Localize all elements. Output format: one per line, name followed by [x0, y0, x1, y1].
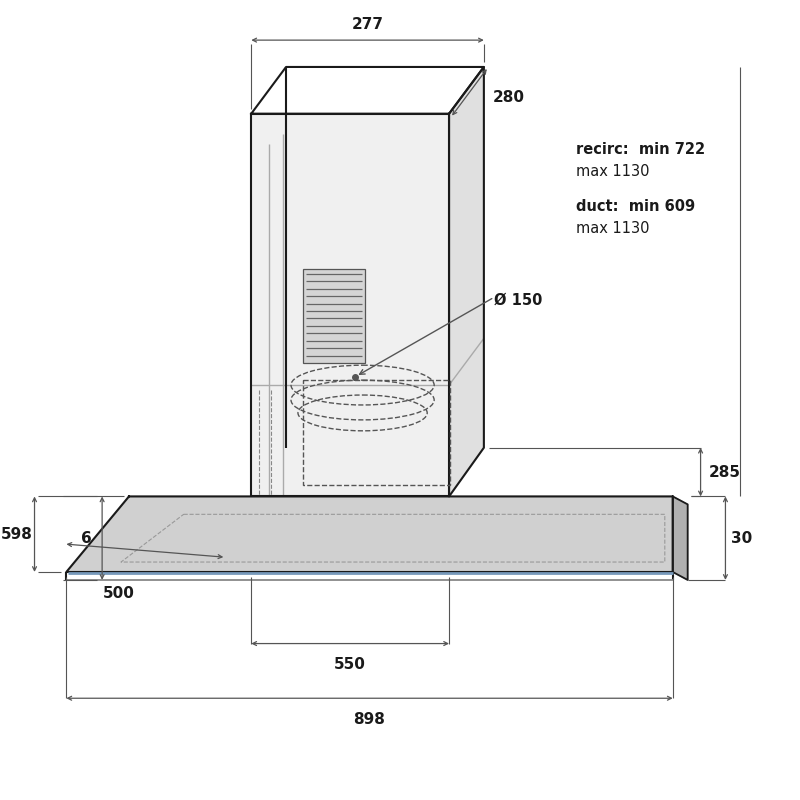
- Text: 500: 500: [103, 586, 135, 602]
- Text: max 1130: max 1130: [576, 164, 650, 179]
- Text: recirc:  min 722: recirc: min 722: [576, 142, 706, 157]
- Text: 6: 6: [81, 530, 91, 546]
- Text: max 1130: max 1130: [576, 221, 650, 235]
- Text: 277: 277: [351, 17, 383, 32]
- Text: 30: 30: [731, 530, 753, 546]
- Polygon shape: [449, 67, 484, 497]
- Polygon shape: [251, 67, 484, 114]
- Text: 898: 898: [354, 712, 386, 727]
- Polygon shape: [251, 114, 449, 497]
- Polygon shape: [66, 497, 673, 572]
- Bar: [303, 269, 365, 363]
- Text: 598: 598: [1, 526, 33, 542]
- Polygon shape: [673, 497, 688, 580]
- Text: 285: 285: [709, 465, 741, 479]
- Text: duct:  min 609: duct: min 609: [576, 198, 695, 214]
- Text: 280: 280: [492, 90, 524, 106]
- Text: Ø 150: Ø 150: [494, 293, 542, 308]
- Bar: [303, 380, 450, 485]
- Text: 550: 550: [334, 658, 366, 673]
